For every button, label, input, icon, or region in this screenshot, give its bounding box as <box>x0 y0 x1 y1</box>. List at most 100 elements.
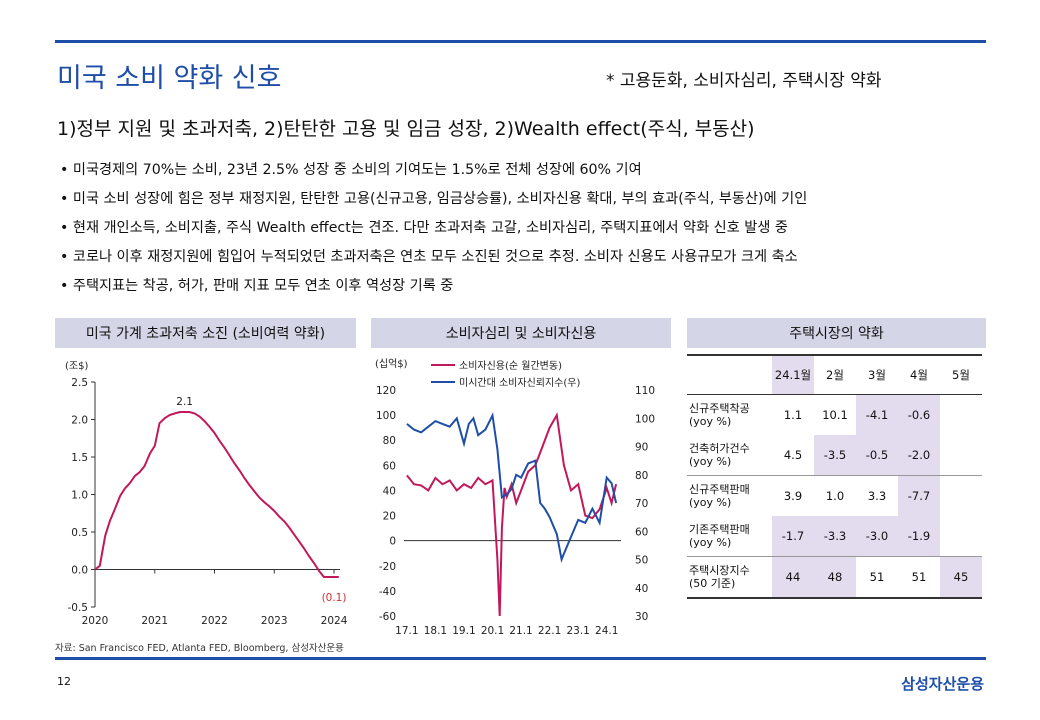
x-tick-label: 2022 <box>201 615 228 627</box>
row-label-line2: (yoy %) <box>689 536 732 549</box>
table-row: 건축허가건수 (yoy %) 4.5 -3.5 -0.5 -2.0 <box>687 435 982 476</box>
y-tick-label: 2.0 <box>71 415 88 427</box>
table-cell: 51 <box>856 556 898 599</box>
row-label-line2: (yoy %) <box>689 415 732 428</box>
peak-label: 2.1 <box>176 396 193 408</box>
left-tick-label: -60 <box>379 611 396 623</box>
panel1-title: 미국 가계 초과저축 소진 (소비여력 약화) <box>55 318 356 348</box>
table-cell <box>940 395 982 436</box>
row-label-line2: (50 기준) <box>689 577 736 590</box>
row-label-line2: (yoy %) <box>689 455 732 468</box>
row-label: 건축허가건수 (yoy %) <box>687 435 772 476</box>
x-tick-label: 20.1 <box>481 625 504 637</box>
table-cell: -0.5 <box>856 435 898 476</box>
panel3-title: 주택시장의 약화 <box>687 318 986 348</box>
table-cell: -3.0 <box>856 516 898 557</box>
table-cell: -1.9 <box>898 516 940 557</box>
table-cell: -4.1 <box>856 394 898 435</box>
legend-label: 소비자신용(순 월간변동) <box>459 360 562 372</box>
bullet-item: 코로나 이후 재정지원에 힘입어 누적되었던 초과저축은 연초 모두 소진된 것… <box>60 243 990 272</box>
table-cell <box>940 435 982 476</box>
table-cell: -3.5 <box>814 435 856 476</box>
x-tick-label: 22.1 <box>538 625 561 637</box>
table-cell: 45 <box>940 556 982 599</box>
row-label: 주택시장지수 (50 기준) <box>687 556 772 599</box>
excess-savings-line <box>94 411 339 578</box>
right-tick-label: 80 <box>635 470 648 482</box>
row-label: 기존주택판매 (yoy %) <box>687 516 772 557</box>
row-label: 신규주택판매 (yoy %) <box>687 475 772 516</box>
table-cell: 1.1 <box>783 408 803 422</box>
row-label: 신규주택착공 (yoy %) <box>687 395 772 436</box>
legend-label: 미시간대 소비자신뢰지수(우) <box>459 377 580 389</box>
consumer-credit-chart: (십억$) 120 100 80 60 40 20 0 -20 -40 -60 110 100 90 80 7… <box>375 358 655 637</box>
table-cell: -2.0 <box>898 435 940 476</box>
right-tick-label: 60 <box>635 526 648 538</box>
panel2-title: 소비자심리 및 소비자신용 <box>371 318 671 348</box>
left-tick-label: -20 <box>379 561 396 573</box>
y-tick-label: 0.5 <box>71 527 88 539</box>
table-cell <box>940 516 982 557</box>
header-note: * 고용둔화, 소비자심리, 주택시장 약화 <box>606 71 882 91</box>
table-cell: -1.7 <box>772 516 814 557</box>
table-cell: 1.0 <box>814 475 856 516</box>
bullet-item: 현재 개인소득, 소비지출, 주식 Wealth effect는 견조. 다만 … <box>60 214 990 243</box>
bullet-item: 주택지표는 착공, 허가, 판매 지표 모두 연초 이후 역성장 기록 중 <box>60 272 990 301</box>
x-tick-label: 2021 <box>141 615 168 627</box>
table-cell <box>940 475 982 516</box>
table-row: 신규주택판매 (yoy %) 3.9 1.0 3.3 -7.7 <box>687 475 982 516</box>
top-divider <box>55 40 986 43</box>
table-column-header: 24.1월 <box>772 355 814 395</box>
left-tick-label: 100 <box>376 410 396 422</box>
row-label-line1: 주택시장지수 <box>689 564 750 577</box>
table-column-header: 2월 <box>814 355 856 395</box>
table-row: 기존주택판매 (yoy %) -1.7 -3.3 -3.0 -1.9 <box>687 516 982 557</box>
headline: 1)정부 지원 및 초과저축, 2)탄탄한 고용 및 임금 성장, 2)Weal… <box>57 118 755 140</box>
table-cell: 4.5 <box>783 448 803 462</box>
right-tick-label: 40 <box>635 583 648 595</box>
table-column-header: 4월 <box>898 355 940 395</box>
y-axis-unit: (십억$) <box>375 358 408 370</box>
table-cell: 10.1 <box>822 408 848 422</box>
latest-label: (0.1) <box>322 592 347 604</box>
right-tick-label: 30 <box>635 611 648 623</box>
table-row: 주택시장지수 (50 기준) 44 48 51 51 45 <box>687 556 982 599</box>
x-tick-label: 2024 <box>321 615 348 627</box>
source-note: 자료: San Francisco FED, Atlanta FED, Bloo… <box>55 643 344 654</box>
y-axis-unit: (조$) <box>65 361 88 372</box>
y-tick-label: 1.0 <box>71 490 88 502</box>
table-cell: 48 <box>814 556 856 599</box>
consumer-credit-line <box>406 412 618 617</box>
row-label-line1: 건축허가건수 <box>689 442 750 455</box>
right-tick-label: 100 <box>635 413 655 425</box>
table-cell: 3.9 <box>772 475 814 516</box>
left-tick-label: 0 <box>389 536 396 548</box>
row-label-line1: 신규주택착공 <box>689 402 750 415</box>
x-tick-label: 24.1 <box>595 625 618 637</box>
left-tick-label: 120 <box>376 385 396 397</box>
right-tick-label: 70 <box>635 498 648 510</box>
bullet-list: 미국경제의 70%는 소비, 23년 2.5% 성장 중 소비의 기여도는 1.… <box>60 156 990 301</box>
michigan-sentiment-line <box>406 412 618 564</box>
row-label-line2: (yoy %) <box>689 496 732 509</box>
left-tick-label: 20 <box>383 511 396 523</box>
table-cell: 51 <box>898 556 940 599</box>
brand-logo: 삼성자산운용 <box>901 675 984 693</box>
table-header-blank <box>687 355 772 395</box>
table-column-header: 5월 <box>940 355 982 395</box>
row-label-line1: 신규주택판매 <box>689 483 750 496</box>
bullet-item: 미국 소비 성장에 힘은 정부 재정지원, 탄탄한 고용(신규고용, 임금상승률… <box>60 185 990 214</box>
x-tick-label: 23.1 <box>566 625 589 637</box>
x-tick-label: 21.1 <box>509 625 532 637</box>
left-tick-label: -40 <box>379 586 396 598</box>
left-tick-label: 40 <box>383 485 396 497</box>
page-title: 미국 소비 약화 신호 <box>57 63 282 94</box>
table-cell: -7.7 <box>898 475 940 516</box>
y-tick-label: 2.5 <box>71 377 88 389</box>
table-header-row: 24.1월 2월 3월 4월 5월 <box>687 355 982 395</box>
x-tick-label: 2023 <box>261 615 288 627</box>
table-column-header: 3월 <box>856 355 898 395</box>
y-tick-label: 0.0 <box>71 565 88 577</box>
left-tick-label: 80 <box>383 435 396 447</box>
